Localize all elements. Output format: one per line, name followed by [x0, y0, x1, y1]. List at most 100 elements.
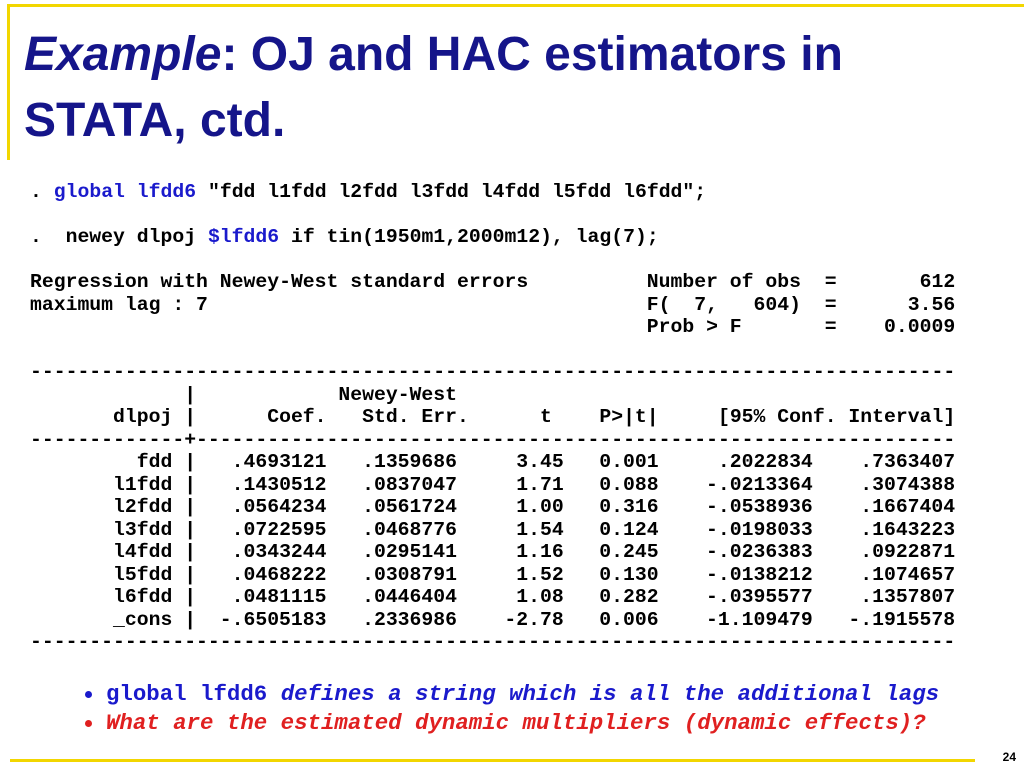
- variable: l4fdd: [113, 541, 173, 563]
- p-value: 0.001: [599, 451, 659, 473]
- std-err: .0837047: [362, 473, 457, 496]
- table-row: l2fdd | .0564234 .0561724 1.00 0.316 -.053893…: [30, 496, 955, 519]
- summary-right: Prob > F = 0.0009: [646, 316, 956, 338]
- t-stat: 3.45: [516, 451, 564, 473]
- ci-high: .1357807: [860, 586, 956, 608]
- p-value: 0.088: [599, 473, 659, 496]
- coef: .0468222: [231, 563, 327, 586]
- top-rule: [8, 4, 1024, 7]
- blank-line: [30, 204, 955, 227]
- command-keyword: global lfdd6: [53, 181, 197, 203]
- table-row: l6fdd | .0481115 .0446404 1.08 0.282 -.039557…: [30, 586, 955, 609]
- coef: .0481115: [231, 586, 327, 608]
- bullet-dot: [85, 691, 92, 698]
- summary-right: Number of obs = 612: [646, 271, 956, 293]
- command-keyword: $lfdd6: [207, 226, 280, 248]
- rule: -------------+--------------------------…: [30, 428, 956, 451]
- table-row: l3fdd | .0722595 .0468776 1.54 0.124 -.019803…: [30, 519, 955, 542]
- ci-low: -.0213364: [706, 473, 813, 496]
- rule-line: ----------------------------------------…: [30, 361, 955, 384]
- variable: fdd: [136, 451, 173, 473]
- rule-line: -------------+--------------------------…: [30, 429, 955, 452]
- column-separator: |: [172, 451, 197, 473]
- column-separator: |: [172, 541, 197, 563]
- blank-line: [30, 249, 955, 272]
- t-stat: 1.00: [516, 496, 564, 518]
- ci-high: .1074657: [860, 563, 956, 586]
- rule-line: ----------------------------------------…: [30, 631, 955, 654]
- t-stat: -2.78: [504, 608, 564, 631]
- variable: _cons: [113, 608, 173, 631]
- variable: l1fdd: [113, 473, 173, 496]
- ci-low: -.0138212: [706, 563, 813, 586]
- column-separator: |: [172, 473, 197, 496]
- bottom-rule: [10, 759, 975, 762]
- p-value: 0.124: [599, 518, 659, 541]
- std-err: .0295141: [362, 541, 457, 563]
- t-stat: 1.52: [516, 563, 564, 586]
- rule: ----------------------------------------…: [30, 631, 956, 653]
- blank-line: [30, 339, 955, 362]
- summary-line: Regression with Newey-West standard erro…: [30, 271, 955, 294]
- ci-high: .3074388: [860, 473, 956, 496]
- slide-title: Example: OJ and HAC estimators in STATA,…: [24, 22, 1014, 154]
- variable: l3fdd: [113, 518, 173, 541]
- column-separator: |: [172, 518, 197, 541]
- std-err: .0446404: [362, 586, 457, 608]
- table-row: _cons | -.6505183 .2336986 -2.78 0.006 -1.109…: [30, 609, 955, 632]
- bullet-text: What are the estimated dynamic multiplie…: [106, 710, 926, 736]
- std-err: .0468776: [362, 518, 457, 541]
- summary-line: Prob > F = 0.0009: [30, 316, 955, 339]
- command-line: . global lfdd6 "fdd l1fdd l2fdd l3fdd l4…: [30, 181, 955, 204]
- ci-low: .2022834: [717, 451, 813, 473]
- ci-low: -.0395577: [706, 586, 813, 608]
- coef: -.6505183: [219, 608, 327, 631]
- t-stat: 1.54: [516, 518, 564, 541]
- summary-right: F( 7, 604) = 3.56: [646, 293, 956, 316]
- ci-low: -.0198033: [706, 518, 813, 541]
- summary-left: maximum lag : 7: [30, 293, 208, 316]
- table-row: l4fdd | .0343244 .0295141 1.16 0.245 -.023638…: [30, 541, 955, 564]
- summary-line: maximum lag : 7 F( 7, 604) = 3.56: [30, 294, 955, 317]
- table-header: dlpoj | Coef. Std. Err. t P>|t| [95% Con…: [30, 406, 956, 428]
- column-separator: |: [172, 586, 197, 608]
- bullet-text: defines a string which is all the additi…: [280, 681, 940, 707]
- bullet-dot: [85, 720, 92, 727]
- variable: l6fdd: [113, 586, 173, 608]
- header-line: | Newey-West: [30, 384, 955, 407]
- header-line: dlpoj | Coef. Std. Err. t P>|t| [95% Con…: [30, 406, 955, 429]
- command-prefix: . newey dlpoj: [30, 226, 197, 248]
- ci-low: -.0236383: [706, 541, 813, 563]
- bullet-item: global lfdd6 defines a string which is a…: [82, 680, 939, 709]
- ci-high: .0922871: [860, 541, 956, 563]
- coef: .0564234: [231, 496, 327, 518]
- table-header: | Newey-West: [30, 383, 458, 406]
- coef: .0722595: [231, 518, 327, 541]
- title-italic: Example: [24, 28, 222, 81]
- bullet-list: global lfdd6 defines a string which is a…: [82, 680, 939, 738]
- table-row: l5fdd | .0468222 .0308791 1.52 0.130 -.013821…: [30, 564, 955, 587]
- ci-low: -1.109479: [706, 608, 813, 631]
- table-row: l1fdd | .1430512 .0837047 1.71 0.088 -.021336…: [30, 474, 955, 497]
- t-stat: 1.08: [516, 586, 564, 608]
- ci-high: .7363407: [860, 451, 956, 473]
- ci-high: -.1915578: [848, 608, 956, 631]
- p-value: 0.316: [599, 496, 659, 518]
- title-rest: : OJ and HAC estimators in STATA, ctd.: [24, 28, 843, 147]
- column-separator: |: [172, 608, 197, 631]
- table-row: fdd | .4693121 .1359686 3.45 0.001 .2022834 .7…: [30, 451, 955, 474]
- command-rest: "fdd l1fdd l2fdd l3fdd l4fdd l5fdd l6fdd…: [207, 181, 707, 203]
- p-value: 0.130: [599, 563, 659, 586]
- coef: .1430512: [231, 473, 327, 496]
- std-err: .1359686: [362, 451, 457, 473]
- page-number: 24: [1002, 750, 1016, 764]
- std-err: .2336986: [362, 608, 457, 631]
- bullet-code: global lfdd6: [106, 681, 268, 707]
- t-stat: 1.71: [516, 473, 564, 496]
- stata-output: . global lfdd6 "fdd l1fdd l2fdd l3fdd l4…: [30, 181, 955, 654]
- std-err: .0308791: [362, 563, 457, 586]
- left-rule: [7, 4, 10, 160]
- coef: .4693121: [231, 451, 327, 473]
- ci-low: -.0538936: [706, 496, 813, 518]
- t-stat: 1.16: [516, 541, 564, 563]
